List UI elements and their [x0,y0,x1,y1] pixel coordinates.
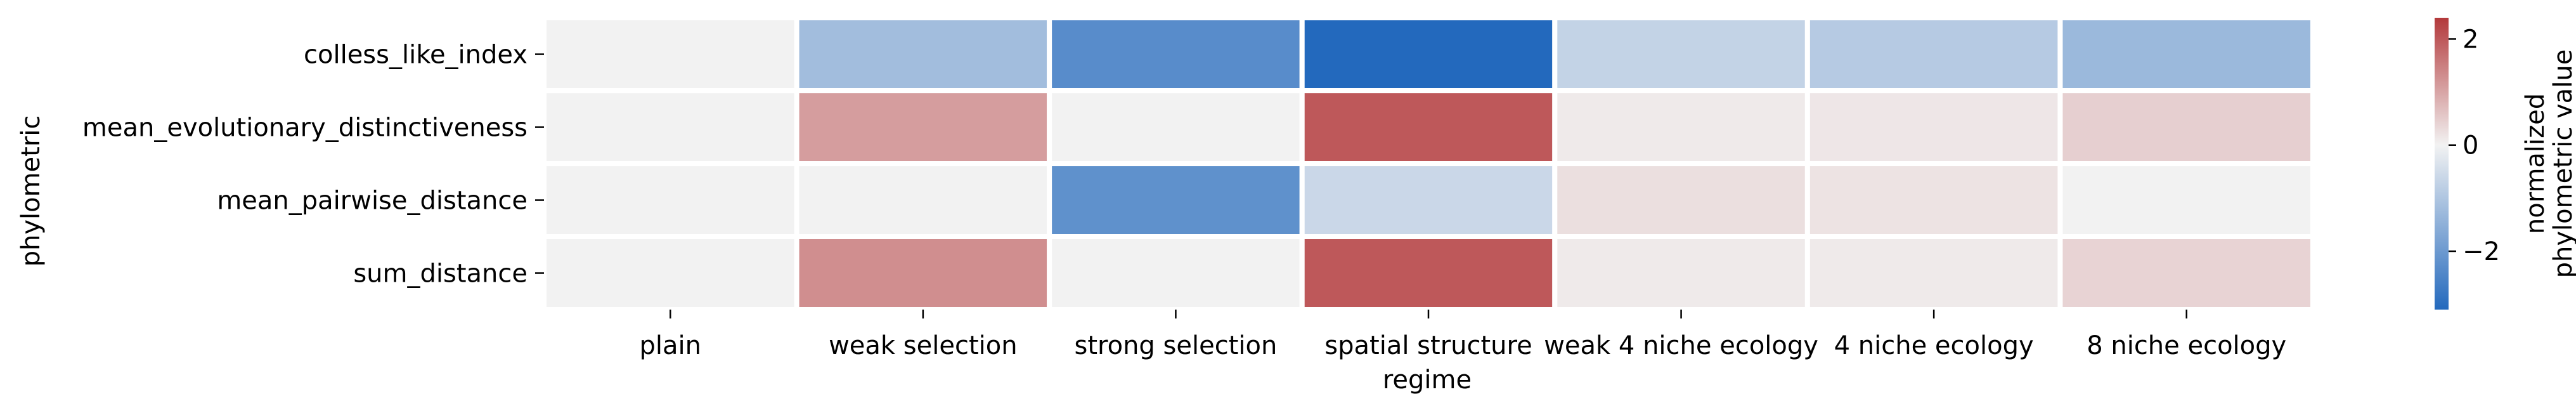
column-label: weak selection [829,331,1018,360]
x-axis-label: regime [1383,365,1472,395]
heatmap-cell [541,15,799,93]
heatmap-cell [1552,15,1810,93]
heatmap-cell [2057,88,2315,166]
column-label: 4 niche ecology [1834,331,2034,360]
heatmap-cell [1804,15,2063,93]
heatmap-cell [1047,15,1305,93]
heatmap-cell [794,161,1052,239]
colorbar: −2 0 2 normalizedphylometric value [2435,18,2576,310]
colorbar-tick-label: 2 [2463,25,2478,54]
row-label: sum_distance [353,259,527,289]
y-axis-label: phylometric [16,115,46,267]
heatmap-cell [1552,161,1810,239]
heatmap-cell [541,234,799,312]
heatmap-cell [1552,88,1810,166]
column-label: spatial structure [1324,331,1532,360]
heatmap-cell [794,88,1052,166]
row-label: colless_like_index [304,41,527,70]
colorbar-label: normalizedphylometric value [2521,49,2576,279]
heatmap-cell [2057,234,2315,312]
heatmap-cell [1047,161,1305,239]
heatmap-cell [2057,15,2315,93]
heatmap-cell [1804,234,2063,312]
heatmap-cell [794,234,1052,312]
heatmap-cell [1804,88,2063,166]
heatmap-cell [794,15,1052,93]
heatmap-cell [2057,161,2315,239]
column-label: strong selection [1075,331,1278,360]
row-label: mean_evolutionary_distinctiveness [82,114,527,143]
column-tick-labels: plain weak selection strong selection spati… [640,310,2286,360]
heatmap-cell [1047,88,1305,166]
heatmap-cell [1047,234,1305,312]
column-label: weak 4 niche ecology [1544,331,1818,360]
heatmap-cell [1552,234,1810,312]
heatmap-cells [541,15,2315,312]
heatmap-cell [1299,161,1558,239]
colorbar-tick-label: −2 [2463,237,2500,266]
heatmap-cell [1299,234,1558,312]
row-label: mean_pairwise_distance [217,187,527,216]
colorbar-tick-label: 0 [2463,131,2478,161]
colorbar-gradient [2435,18,2449,310]
row-tick-labels: colless_like_index mean_evolutionary_dist… [82,41,544,289]
column-label: 8 niche ecology [2087,331,2286,360]
heatmap-cell [541,88,799,166]
heatmap-cell [1299,15,1558,93]
heatmap-cell [541,161,799,239]
heatmap-cell [1804,161,2063,239]
heatmap-cell [1299,88,1558,166]
column-label: plain [640,331,701,360]
